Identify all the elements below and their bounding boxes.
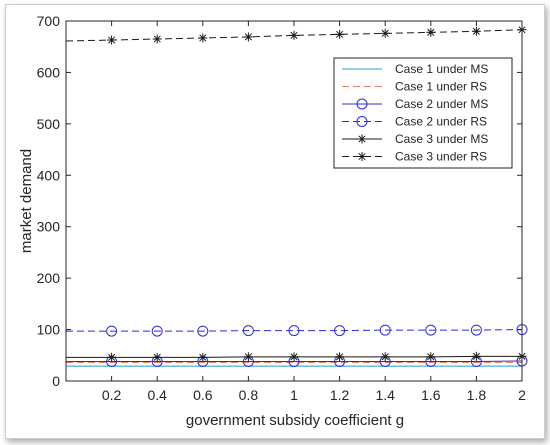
series-5 — [66, 351, 527, 362]
data-point — [425, 324, 437, 336]
axes-layer: 0.2 0.4 0.6 0.8 1 1.2 1.4 1.6 1.8 2 0 100 200 300 400 5… — [37, 13, 526, 403]
legend-marker — [357, 152, 367, 161]
data-point — [471, 351, 481, 361]
x-tick-label: 0.8 — [239, 387, 259, 403]
legend: Case 1 under MS Case 1 under RS Case 2 und… — [333, 57, 513, 169]
data-point — [289, 352, 299, 362]
data-point — [197, 325, 209, 337]
x-tick-label: 1.6 — [421, 387, 441, 403]
x-tick-label: 1.4 — [375, 387, 395, 403]
y-tick-label: 700 — [37, 13, 61, 29]
legend-marker — [356, 116, 368, 127]
y-tick-label: 300 — [37, 219, 61, 235]
y-tick-label: 600 — [37, 64, 61, 80]
series-line-3 — [66, 360, 523, 362]
data-point — [152, 352, 162, 362]
x-tick-label: 0.6 — [193, 387, 213, 403]
data-point — [107, 352, 117, 362]
x-tick-label: 1 — [290, 387, 298, 403]
data-point — [106, 325, 118, 337]
data-point — [470, 324, 482, 336]
data-point — [335, 352, 345, 362]
data-point — [198, 352, 208, 362]
data-point — [289, 30, 299, 40]
legend-label: Case 1 under RS — [395, 80, 487, 94]
x-tick-label: 1.8 — [467, 387, 487, 403]
data-point — [151, 325, 163, 337]
data-point — [198, 33, 208, 43]
legend-label: Case 3 under MS — [395, 132, 488, 146]
legend-label: Case 2 under MS — [395, 97, 488, 111]
data-point — [335, 29, 345, 39]
data-point — [334, 325, 346, 337]
legend-label: Case 1 under MS — [395, 62, 488, 76]
legend-item: Case 1 under MS — [342, 62, 488, 76]
data-point — [243, 32, 253, 42]
data-point — [471, 26, 481, 36]
legend-label: Case 2 under RS — [395, 115, 487, 129]
legend-item: Case 3 under RS — [342, 150, 487, 164]
x-tick-label: 0.4 — [147, 387, 167, 403]
x-tick-label: 1.2 — [330, 387, 350, 403]
data-point — [379, 324, 391, 336]
legend-box — [333, 57, 513, 169]
legend-item: Case 2 under RS — [342, 115, 487, 129]
x-tick-label: 0.2 — [102, 387, 122, 403]
x-axis-label: government subsidy coefficient g — [186, 412, 404, 429]
data-point — [380, 28, 390, 38]
data-point — [152, 34, 162, 44]
data-point — [288, 325, 300, 337]
data-point — [243, 352, 253, 362]
y-tick-label: 400 — [37, 167, 61, 183]
data-point — [426, 352, 436, 362]
legend-label: Case 3 under RS — [395, 150, 487, 164]
x-tick-label: 2 — [518, 387, 526, 403]
legend-item: Case 1 under RS — [342, 80, 487, 94]
y-tick-label: 200 — [37, 270, 61, 286]
series-line-6 — [65, 29, 523, 42]
data-point — [107, 35, 117, 45]
legend-marker — [357, 134, 367, 144]
series-6 — [65, 25, 527, 45]
data-point — [426, 27, 436, 37]
series-line-4 — [66, 329, 523, 332]
legend-item: Case 3 under MS — [342, 132, 488, 146]
legend-item: Case 2 under MS — [342, 97, 488, 111]
y-tick-label: 0 — [52, 373, 60, 389]
data-point — [380, 352, 390, 362]
y-tick-label: 500 — [37, 116, 61, 132]
y-axis-label: market demand — [18, 149, 35, 253]
legend-marker — [356, 98, 368, 110]
data-point — [242, 325, 254, 337]
y-tick-label: 100 — [37, 322, 61, 338]
